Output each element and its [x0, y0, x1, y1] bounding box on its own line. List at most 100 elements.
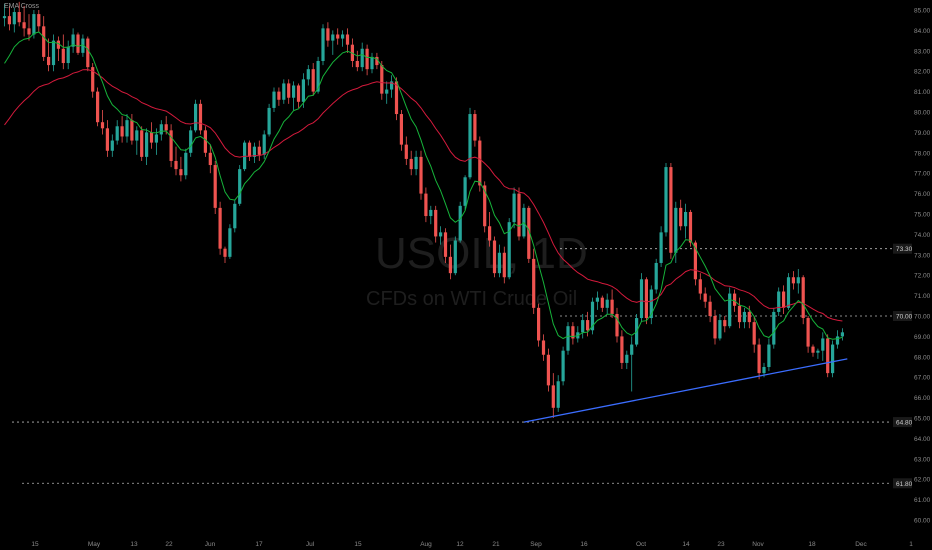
indicator-label[interactable]: EMA Cross — [4, 3, 40, 10]
y-tick-label: 64.00 — [914, 436, 931, 443]
candle — [777, 287, 781, 316]
support-trendline[interactable] — [523, 358, 848, 423]
candle — [296, 83, 301, 108]
candle — [238, 165, 242, 206]
candle — [42, 16, 46, 61]
candle — [439, 226, 443, 245]
candle — [370, 52, 374, 74]
candle — [306, 65, 310, 86]
candle — [546, 348, 550, 392]
candle — [91, 63, 95, 98]
candle — [96, 87, 100, 127]
candle — [463, 175, 467, 210]
y-tick-label: 79.00 — [914, 130, 931, 137]
y-tick-label: 65.00 — [914, 416, 931, 423]
x-tick-label: 1 — [909, 541, 913, 548]
candle — [135, 126, 139, 155]
y-tick-label: 76.00 — [914, 191, 931, 198]
candle — [419, 150, 423, 200]
time-axis[interactable]: 15 May 13 22 Jun 17 Jul 15 Aug 12 21 Sep 16 Oct 14 23 No… — [31, 541, 913, 548]
candle — [791, 271, 795, 290]
candle — [630, 336, 634, 392]
candle — [742, 307, 746, 329]
candle — [27, 14, 31, 41]
candle — [223, 246, 227, 263]
candle — [821, 332, 825, 361]
candle — [443, 228, 448, 263]
candle — [737, 297, 742, 329]
candle — [159, 120, 163, 141]
candle — [566, 322, 570, 355]
candle — [145, 128, 149, 166]
candle — [174, 146, 178, 176]
candle — [448, 244, 452, 280]
candle — [345, 28, 350, 53]
level-tag-bg — [893, 478, 912, 489]
y-tick-label: 78.00 — [914, 150, 931, 157]
candle — [502, 246, 506, 284]
candle — [125, 114, 129, 143]
y-tick-label: 71.00 — [914, 293, 931, 300]
candle — [581, 313, 585, 339]
candle — [194, 99, 198, 133]
candle — [7, 5, 11, 31]
candle — [703, 287, 707, 308]
candle — [782, 285, 786, 314]
candle — [537, 303, 541, 347]
x-tick-label: 18 — [808, 541, 816, 548]
candle — [497, 244, 501, 278]
candle — [556, 375, 560, 412]
candle — [522, 203, 526, 239]
price-axis[interactable]: 85.00 84.00 83.00 82.00 81.00 80.00 79.00 78.00… — [893, 8, 931, 525]
candle — [654, 258, 658, 294]
candle — [600, 295, 604, 312]
candle — [786, 273, 791, 310]
candle — [365, 44, 369, 76]
candle — [718, 313, 722, 341]
candle — [51, 34, 56, 72]
candle — [595, 291, 599, 310]
x-tick-label: 14 — [682, 541, 690, 548]
candle — [483, 181, 487, 233]
candle — [105, 120, 109, 157]
candle — [169, 124, 173, 168]
candle — [17, 1, 21, 27]
watermark-symbol: USOIL, 1D — [375, 229, 588, 278]
candle — [639, 273, 644, 323]
x-tick-label: 23 — [717, 541, 725, 548]
candle — [840, 328, 844, 341]
candle — [679, 199, 683, 231]
candle — [527, 205, 531, 263]
y-tick-label: 74.00 — [914, 232, 931, 239]
x-tick-label: 12 — [456, 541, 464, 548]
candle — [233, 199, 237, 233]
candle — [473, 109, 477, 147]
candle — [184, 148, 188, 180]
candle — [590, 297, 595, 335]
candle — [277, 87, 281, 106]
candle — [47, 38, 51, 72]
candle — [203, 126, 207, 157]
candle — [282, 79, 286, 104]
candle — [644, 277, 648, 325]
candle — [404, 136, 408, 166]
candle — [492, 236, 497, 278]
candle — [801, 275, 805, 325]
candle — [326, 22, 330, 47]
candle — [659, 226, 663, 268]
candle — [375, 52, 379, 70]
candle — [532, 248, 536, 314]
x-tick-label: 22 — [165, 541, 173, 548]
candle — [336, 28, 340, 45]
x-tick-label: Aug — [420, 541, 432, 548]
candle — [292, 81, 296, 110]
level-tag: 73.30 — [896, 246, 913, 253]
candle — [796, 269, 800, 294]
candle — [826, 334, 830, 378]
x-tick-label: May — [88, 541, 101, 548]
candle — [76, 32, 80, 55]
candle — [385, 81, 389, 104]
candle — [835, 330, 840, 349]
